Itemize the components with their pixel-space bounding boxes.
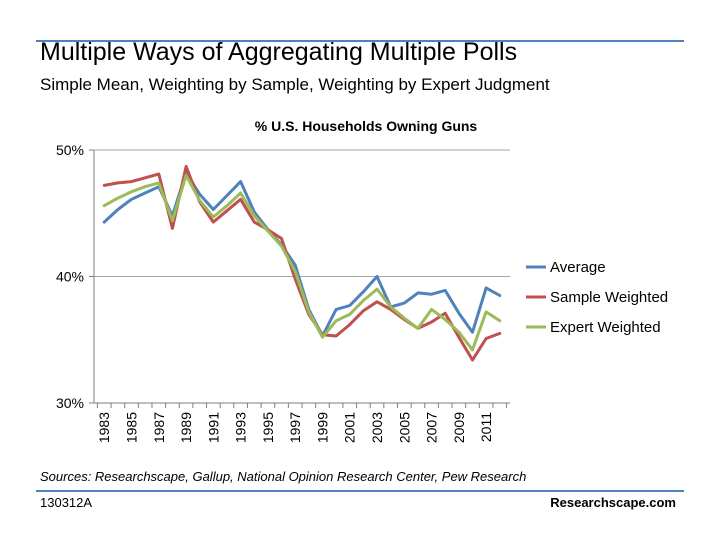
legend-label: Average — [550, 259, 606, 276]
x-tick-label: 2003 — [369, 412, 385, 443]
slide-subtitle: Simple Mean, Weighting by Sample, Weight… — [40, 75, 550, 94]
y-tick-label: 30% — [56, 395, 84, 411]
x-tick-label: 2011 — [478, 412, 494, 442]
gridlines — [94, 149, 510, 277]
x-tick-label: 2007 — [424, 412, 440, 443]
x-tick-label: 1987 — [151, 412, 167, 443]
slide-code: 130312A — [40, 495, 93, 510]
legend-label: Expert Weighted — [550, 319, 661, 336]
sources-note: Sources: Researchscape, Gallup, National… — [40, 469, 527, 484]
x-tick-label: 1999 — [314, 412, 330, 443]
y-tick-label: 40% — [56, 269, 84, 285]
x-tick-label: 1993 — [233, 412, 249, 443]
x-tick-label: 2001 — [342, 412, 358, 443]
x-tick-label: 1983 — [96, 412, 112, 443]
legend-label: Sample Weighted — [550, 289, 668, 306]
series-lines — [102, 164, 502, 362]
x-tick-label: 1985 — [124, 412, 140, 443]
series-line-sample-weighted — [102, 164, 502, 362]
x-tick-label: 2009 — [451, 412, 467, 443]
brand-link[interactable]: Researchscape.com — [550, 495, 676, 510]
legend: Average Sample Weighted Expert Weighted — [526, 259, 668, 336]
x-tick-label: 1991 — [205, 412, 221, 443]
chart-title: % U.S. Households Owning Guns — [255, 118, 478, 134]
x-tick-label: 2005 — [396, 412, 412, 443]
axes: 30% 40% 50% 1983 1985 1987 1989 1991 1993 1995 199… — [56, 142, 510, 443]
title-rule — [36, 40, 684, 42]
x-tick-label: 1989 — [178, 412, 194, 443]
x-tick-label: 1997 — [287, 412, 303, 443]
y-tick-label: 50% — [56, 142, 84, 158]
series-line-expert-weighted — [102, 173, 502, 352]
x-tick-label: 1995 — [260, 412, 276, 443]
footer-rule — [36, 490, 684, 492]
slide-title: Multiple Ways of Aggregating Multiple Po… — [40, 38, 518, 66]
